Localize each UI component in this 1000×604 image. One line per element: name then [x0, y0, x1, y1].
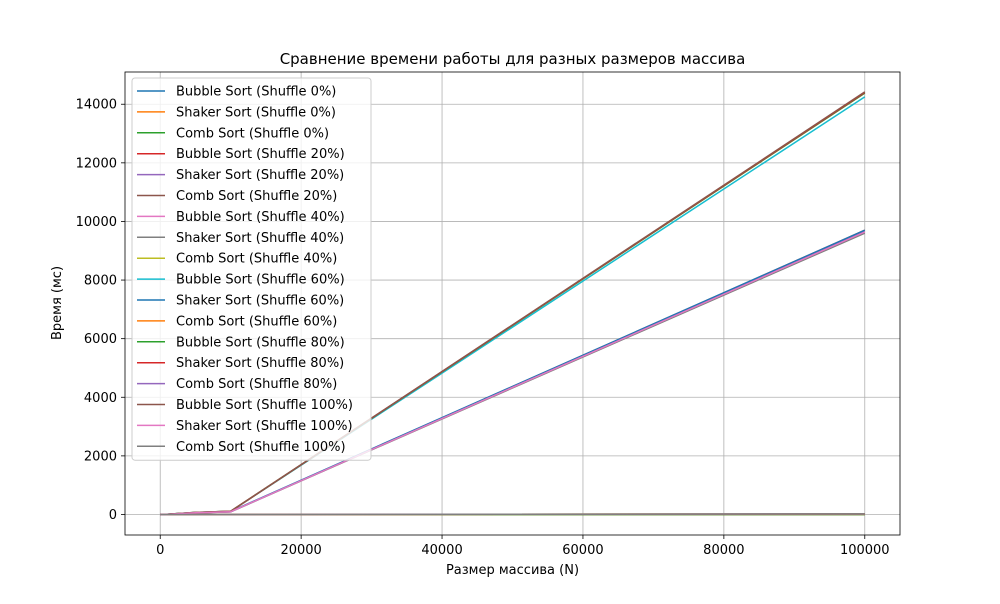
- y-tick-label: 2000: [84, 449, 117, 464]
- y-tick-label: 10000: [76, 215, 117, 230]
- legend-label: Comb Sort (Shuffle 0%): [176, 126, 329, 141]
- x-axis-label: Размер массива (N): [446, 563, 579, 578]
- legend-label: Comb Sort (Shuffle 40%): [176, 252, 337, 267]
- y-axis-ticks: 0 2000 4000 6000 8000 10000 12000 14000: [76, 98, 125, 523]
- series-line: [160, 514, 865, 515]
- legend-label: Comb Sort (Shuffle 60%): [176, 314, 337, 329]
- legend-label: Shaker Sort (Shuffle 0%): [176, 105, 336, 120]
- y-axis-label: Время (мс): [50, 266, 65, 340]
- y-tick-label: 0: [109, 508, 117, 523]
- x-tick-label: 40000: [421, 543, 462, 558]
- x-axis-ticks: 0 20000 40000 60000 80000 100000: [156, 535, 890, 558]
- y-tick-label: 8000: [84, 274, 117, 289]
- legend-label: Shaker Sort (Shuffle 80%): [176, 356, 344, 371]
- y-tick-label: 14000: [76, 98, 117, 113]
- y-tick-label: 6000: [84, 332, 117, 347]
- legend-label: Comb Sort (Shuffle 80%): [176, 377, 337, 392]
- legend-label: Shaker Sort (Shuffle 60%): [176, 294, 344, 309]
- x-tick-label: 80000: [703, 543, 744, 558]
- x-tick-label: 0: [156, 543, 164, 558]
- x-tick-label: 60000: [562, 543, 603, 558]
- legend-label: Bubble Sort (Shuffle 100%): [176, 398, 353, 413]
- legend-label: Comb Sort (Shuffle 100%): [176, 440, 346, 455]
- y-tick-label: 12000: [76, 156, 117, 171]
- legend-label: Bubble Sort (Shuffle 60%): [176, 273, 345, 288]
- legend-label: Bubble Sort (Shuffle 80%): [176, 335, 345, 350]
- legend-label: Bubble Sort (Shuffle 40%): [176, 210, 345, 225]
- legend-label: Shaker Sort (Shuffle 100%): [176, 419, 353, 434]
- x-tick-label: 100000: [840, 543, 890, 558]
- legend: Bubble Sort (Shuffle 0%) Shaker Sort (Shu…: [132, 78, 371, 460]
- legend-label: Bubble Sort (Shuffle 20%): [176, 147, 345, 162]
- legend-label: Shaker Sort (Shuffle 20%): [176, 168, 344, 183]
- y-tick-label: 4000: [84, 391, 117, 406]
- legend-label: Comb Sort (Shuffle 20%): [176, 189, 337, 204]
- legend-label: Bubble Sort (Shuffle 0%): [176, 85, 336, 100]
- x-tick-label: 20000: [280, 543, 321, 558]
- chart-title: Сравнение времени работы для разных разм…: [280, 50, 746, 68]
- legend-label: Shaker Sort (Shuffle 40%): [176, 231, 344, 246]
